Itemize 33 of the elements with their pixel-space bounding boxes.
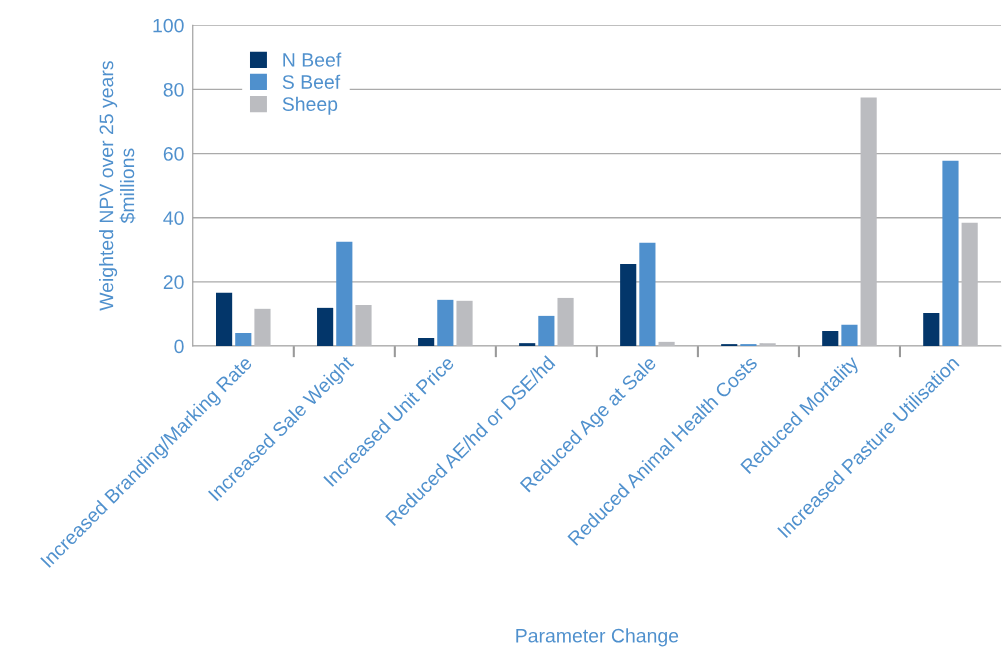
- bar: [658, 341, 675, 347]
- bar: [557, 297, 574, 347]
- y-tick-label: 100: [153, 18, 184, 33]
- legend-label: Sheep: [282, 96, 338, 115]
- bar: [355, 304, 372, 347]
- y-tick-label: 20: [163, 275, 184, 290]
- bar: [923, 312, 940, 347]
- bar: [942, 160, 959, 347]
- bar: [336, 241, 353, 347]
- x-axis-title: Parameter Change: [516, 628, 679, 647]
- bar: [418, 338, 435, 347]
- bar: [860, 97, 877, 347]
- bar: [620, 263, 637, 347]
- bar: [639, 242, 656, 347]
- bar: [456, 300, 473, 347]
- bar: [538, 315, 555, 347]
- bar: [519, 343, 536, 347]
- bar: [235, 332, 252, 347]
- y-tick-label: 0: [174, 339, 184, 354]
- bar: [317, 307, 334, 347]
- bar: [759, 343, 776, 347]
- bar: [822, 330, 839, 347]
- y-tick-label: 40: [163, 211, 184, 225]
- bar: [437, 299, 454, 347]
- y-tick-label: 60: [163, 147, 184, 161]
- bar: [841, 324, 858, 347]
- legend-label: S Beef: [282, 74, 341, 89]
- y-axis-title: Weighted NPV over 25 years $millions: [99, 61, 136, 311]
- bar: [216, 292, 233, 347]
- bar: [961, 222, 978, 347]
- legend-label: N Beef: [283, 52, 342, 67]
- y-tick-label: 80: [163, 82, 184, 97]
- bar: [254, 308, 271, 347]
